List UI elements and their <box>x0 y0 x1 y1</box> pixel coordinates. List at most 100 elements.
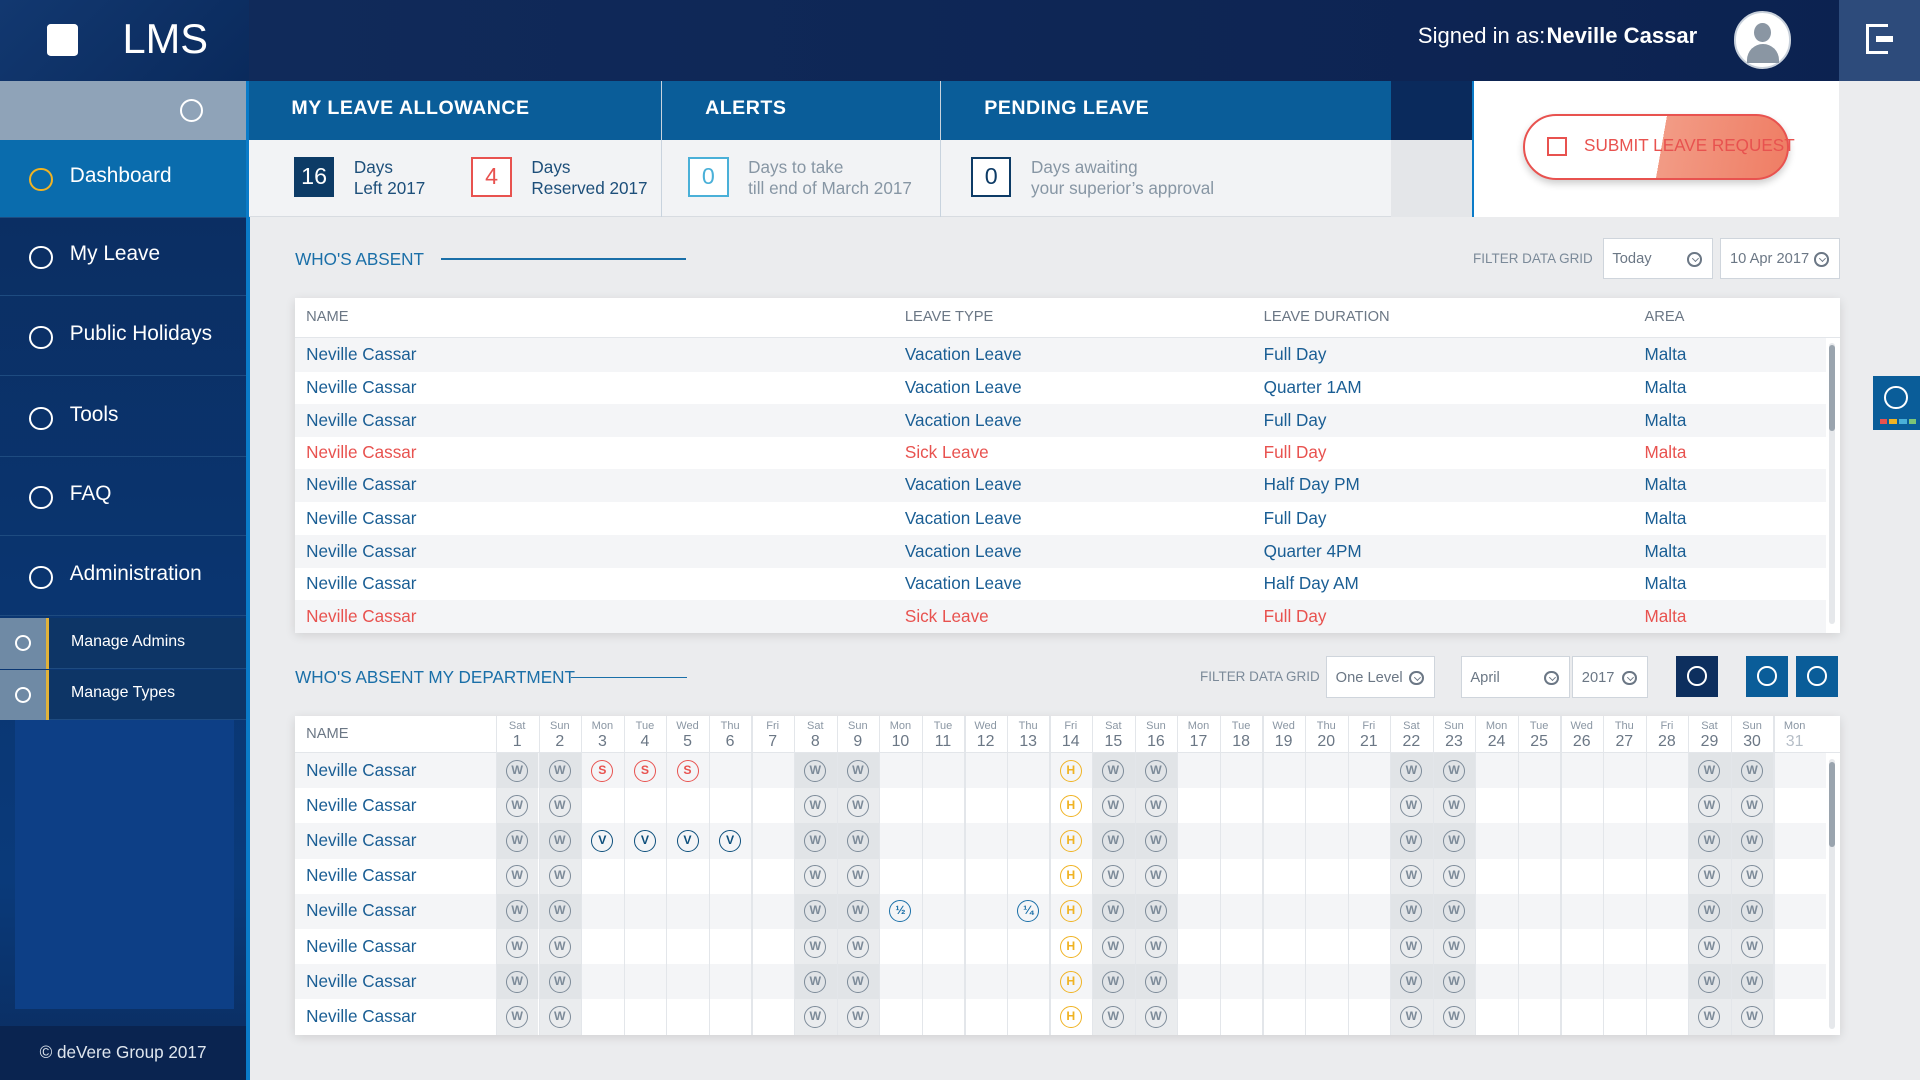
table-cell: Vacation Leave <box>904 344 1022 365</box>
icon <box>180 99 204 123</box>
filter-dropdown[interactable]: April <box>1460 656 1570 698</box>
leave-marker: W <box>1102 935 1125 958</box>
leave-marker: W <box>548 759 571 782</box>
filter-dropdown[interactable]: 2017 <box>1572 656 1649 698</box>
leave-marker: W <box>1442 865 1465 888</box>
filter-value: April <box>1470 669 1500 686</box>
icon <box>14 635 31 652</box>
submit-label: SUBMIT LEAVE REQUEST <box>1584 135 1795 156</box>
leave-marker: W <box>1741 759 1764 782</box>
filter-dropdown[interactable]: Today <box>1602 237 1714 280</box>
day-of-week: Sun <box>1444 720 1464 732</box>
sub-nav-label: Manage Types <box>71 684 176 702</box>
header-rule <box>295 751 1841 754</box>
grid-button[interactable] <box>1746 656 1788 697</box>
day-of-week: Mon <box>591 720 614 732</box>
side-panel-tab[interactable] <box>1873 375 1920 430</box>
leave-marker: V <box>591 830 614 853</box>
submit-button[interactable]: SUBMIT LEAVE REQUEST <box>1523 113 1795 180</box>
icon <box>29 486 53 510</box>
leave-marker: W <box>1144 759 1167 782</box>
leave-marker: H <box>1059 865 1082 888</box>
table-cell: Full Day <box>1263 507 1327 528</box>
day-number: 2 <box>555 733 565 751</box>
sub-nav-item[interactable]: Manage Types <box>0 669 247 720</box>
grid-button[interactable] <box>1796 656 1838 697</box>
icon <box>29 246 53 270</box>
employee-name: Neville Cassar <box>306 1006 417 1027</box>
leave-marker: W <box>506 794 529 817</box>
color-dot <box>1899 418 1907 424</box>
day-number: 17 <box>1189 733 1208 751</box>
leave-marker: W <box>506 865 529 888</box>
submit-icon <box>1547 136 1567 157</box>
nav-item[interactable]: Public Holidays <box>0 298 247 376</box>
column-divider <box>1730 716 1732 1035</box>
grid-button[interactable] <box>1676 656 1718 697</box>
leave-marker: W <box>1741 830 1764 853</box>
icon <box>1409 670 1424 686</box>
nav-item[interactable]: Dashboard <box>0 139 247 218</box>
day-number: 16 <box>1147 733 1165 751</box>
leave-marker: W <box>1698 759 1721 782</box>
column-divider <box>1603 716 1605 1035</box>
icon <box>29 406 53 430</box>
leave-marker: W <box>1698 970 1721 993</box>
stat-label: Left 2017 <box>353 177 426 198</box>
day-of-week: Sat <box>508 720 526 732</box>
app-name: LMS <box>122 14 209 62</box>
stat-label: your superior’s approval <box>1031 177 1215 198</box>
leave-marker: W <box>846 900 869 923</box>
tab[interactable]: PENDING LEAVE <box>940 80 1391 217</box>
leave-marker: W <box>1698 900 1721 923</box>
leave-marker: W <box>1144 794 1167 817</box>
user-name: Neville Cassar <box>1546 23 1698 49</box>
collapse-bar[interactable] <box>0 80 247 140</box>
leave-marker: W <box>1144 865 1167 888</box>
nav-label: Administration <box>69 562 202 586</box>
nav-item[interactable]: My Leave <box>0 218 247 297</box>
leave-marker: W <box>1741 865 1764 888</box>
day-of-week: Wed <box>974 720 997 732</box>
leave-marker: W <box>804 935 827 958</box>
title-rule <box>570 677 687 679</box>
filter-value: One Level <box>1335 669 1403 686</box>
column-divider <box>921 716 923 1035</box>
table-row <box>295 437 1826 469</box>
nav-label: Public Holidays <box>69 322 213 346</box>
table-row <box>295 372 1826 405</box>
leave-marker: W <box>1442 830 1465 853</box>
stat-label: Days <box>531 156 571 177</box>
filter-dropdown[interactable]: 10 Apr 2017 <box>1720 237 1841 280</box>
signed-in-label: Signed in as: <box>1417 23 1546 49</box>
leave-marker: W <box>506 970 529 993</box>
tab[interactable]: ALERTS <box>661 80 940 217</box>
nav-item[interactable]: Administration <box>0 538 247 616</box>
day-number: 19 <box>1274 733 1293 751</box>
tab[interactable]: MY LEAVE ALLOWANCE <box>249 81 662 217</box>
icon <box>1814 252 1830 267</box>
avatar-body <box>1746 43 1779 64</box>
sub-nav-item[interactable]: Manage Admins <box>0 618 247 669</box>
stat-value: 16 <box>293 156 335 198</box>
leave-marker: W <box>1442 794 1465 817</box>
scrollbar-thumb <box>1829 761 1836 848</box>
leave-marker: W <box>846 935 869 958</box>
filter-label: FILTER DATA GRID <box>1200 668 1320 684</box>
nav-item[interactable]: Tools <box>0 378 247 457</box>
day-number: 7 <box>768 733 778 751</box>
leave-marker: W <box>1442 935 1465 958</box>
day-number: 20 <box>1317 733 1336 751</box>
day-of-week: Sun <box>1146 720 1166 732</box>
tab-label: PENDING LEAVE <box>984 96 1150 119</box>
icon <box>1543 670 1559 686</box>
avatar-head <box>1754 22 1772 43</box>
column-header: LEAVE DURATION <box>1263 308 1390 325</box>
day-of-week: Thu <box>1018 720 1038 732</box>
day-of-week: Fri <box>1660 720 1674 732</box>
filter-dropdown[interactable]: One Level <box>1326 656 1436 698</box>
logout-button[interactable] <box>1839 0 1920 81</box>
leave-marker: W <box>804 900 827 923</box>
nav-item[interactable]: FAQ <box>0 458 247 537</box>
header-rule <box>295 336 1841 338</box>
